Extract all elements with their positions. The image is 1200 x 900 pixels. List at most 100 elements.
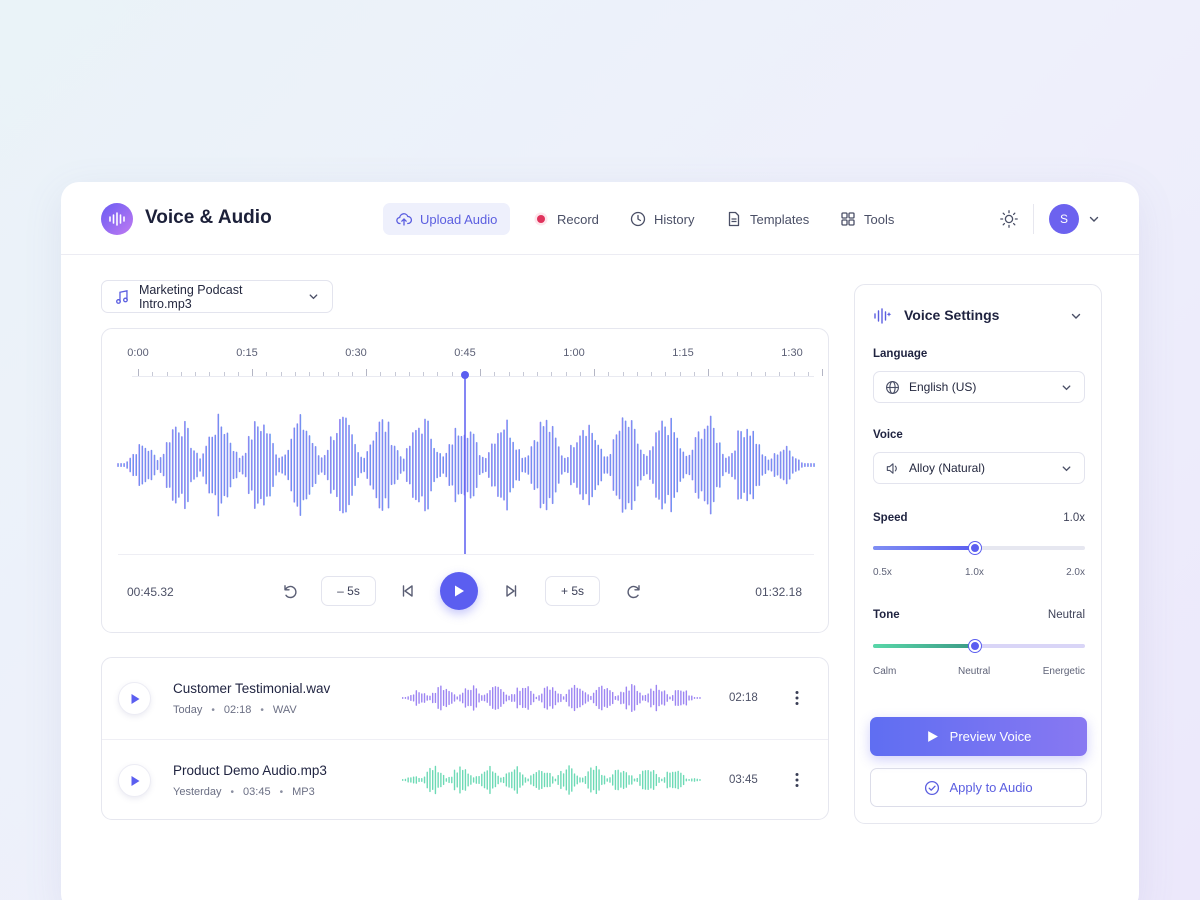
- mini-waveform-bar: [647, 693, 649, 703]
- waveform-bar: [415, 429, 417, 501]
- mini-waveform-bar: [595, 689, 598, 707]
- mini-waveform-bar: [486, 770, 488, 790]
- chevron-down-icon[interactable]: [1087, 212, 1101, 226]
- mini-waveform-bar: [470, 775, 472, 785]
- row-play-button[interactable]: [118, 764, 151, 797]
- mini-waveform-bar: [475, 688, 478, 708]
- forward-5s-button[interactable]: + 5s: [545, 576, 600, 606]
- redo-icon[interactable]: [625, 582, 643, 600]
- voice-value: Alloy (Natural): [909, 461, 986, 475]
- mini-waveform-bar: [691, 695, 693, 701]
- waveform-bar: [430, 438, 432, 492]
- nav-upload-audio[interactable]: Upload Audio: [383, 203, 511, 235]
- waveform-bar: [512, 441, 514, 489]
- voice-select[interactable]: Alloy (Natural): [873, 452, 1085, 484]
- waveform-bar: [567, 456, 569, 474]
- waveform-bar: [636, 443, 639, 487]
- mini-waveform-bar: [682, 774, 685, 786]
- app-title: Voice & Audio: [145, 207, 272, 228]
- mini-waveform-bar: [688, 779, 690, 781]
- more-options-icon[interactable]: [789, 771, 805, 789]
- speed-thumb[interactable]: [968, 542, 981, 554]
- nav-history[interactable]: History: [617, 203, 707, 235]
- mini-waveform-bar: [592, 769, 595, 791]
- more-options-icon[interactable]: [789, 689, 805, 707]
- mini-waveform-bar: [560, 770, 562, 790]
- speed-slider[interactable]: [873, 541, 1085, 555]
- apply-to-audio-button[interactable]: Apply to Audio: [870, 768, 1087, 807]
- mini-waveform-bar: [451, 692, 453, 704]
- ruler-mark: [252, 369, 253, 376]
- ruler-mark: [195, 372, 196, 376]
- waveform-bar: [779, 451, 782, 479]
- mini-waveform-bar: [625, 772, 628, 788]
- waveform-bar: [372, 440, 375, 490]
- mini-waveform-bar: [620, 691, 622, 705]
- language-select[interactable]: English (US): [873, 371, 1085, 403]
- grid-icon: [841, 212, 855, 226]
- timeline-ruler[interactable]: [132, 369, 823, 377]
- ruler-mark: [579, 372, 581, 376]
- timeline-tick-label: 1:30: [781, 347, 803, 359]
- waveform-bar: [332, 439, 335, 491]
- play-button[interactable]: [440, 572, 478, 610]
- file-date: Yesterday: [173, 786, 222, 798]
- skip-back-icon[interactable]: [399, 582, 417, 600]
- mini-waveform-bar: [500, 689, 502, 707]
- waveform-bar: [448, 443, 451, 487]
- rewind-5s-button[interactable]: – 5s: [321, 576, 376, 606]
- nav-record[interactable]: Record: [520, 203, 612, 235]
- mini-waveform-bar: [426, 695, 428, 701]
- ruler-mark: [394, 372, 396, 376]
- nav-tools[interactable]: Tools: [827, 203, 907, 235]
- sun-icon[interactable]: [999, 209, 1019, 229]
- file-meta: Today • 02:18 • WAV: [173, 704, 297, 716]
- list-item[interactable]: Product Demo Audio.mp3 Yesterday • 03:45…: [102, 739, 828, 820]
- mini-waveform-bar: [562, 773, 565, 787]
- mini-waveform-bar: [696, 697, 698, 699]
- mini-waveform-bar: [603, 775, 606, 785]
- row-play-button[interactable]: [118, 682, 151, 715]
- waveform-bar: [740, 430, 742, 500]
- mini-waveform-bar: [560, 693, 562, 703]
- waveform-bar: [606, 456, 609, 474]
- waveform-bar: [439, 452, 441, 478]
- tone-min-label: Calm: [873, 666, 897, 677]
- mini-waveform-bar: [614, 770, 617, 790]
- speed-fill: [873, 546, 975, 550]
- apply-to-audio-label: Apply to Audio: [949, 780, 1033, 795]
- mini-waveform-bar: [497, 775, 499, 785]
- waveform-bar: [229, 442, 232, 488]
- waveform-bar: [694, 436, 697, 494]
- waveform[interactable]: [102, 329, 830, 559]
- waveform-bar: [487, 452, 490, 478]
- playhead-handle[interactable]: [461, 371, 469, 379]
- waveform-bar: [241, 455, 244, 475]
- undo-icon[interactable]: [281, 582, 299, 600]
- file-time: 02:18: [223, 704, 252, 716]
- file-select-dropdown[interactable]: Marketing Podcast Intro.mp3: [101, 280, 333, 313]
- mini-waveform-bar: [672, 771, 674, 789]
- nav-templates[interactable]: Templates: [713, 203, 822, 235]
- skip-forward-icon[interactable]: [502, 582, 520, 600]
- waveform-bar: [703, 428, 706, 502]
- mini-waveform-bar: [404, 778, 407, 782]
- waveform-bar: [539, 421, 542, 509]
- clock-icon: [630, 211, 646, 227]
- preview-voice-button[interactable]: Preview Voice: [870, 717, 1087, 756]
- list-item[interactable]: Customer Testimonial.wav Today • 02:18 •…: [102, 658, 828, 739]
- mini-waveform-bar: [672, 694, 674, 702]
- waveform-bar: [445, 452, 448, 478]
- waveform-bar: [144, 447, 147, 483]
- tone-thumb[interactable]: [968, 640, 981, 652]
- avatar[interactable]: S: [1049, 204, 1079, 234]
- waveform-bar: [250, 439, 253, 491]
- waveform-bar: [506, 419, 508, 511]
- tone-slider[interactable]: [873, 639, 1085, 653]
- waveform-bar: [305, 430, 308, 500]
- waveform-bar: [664, 426, 666, 504]
- chevron-down-icon[interactable]: [1069, 309, 1083, 323]
- music-note-icon: [116, 289, 128, 304]
- waveform-bar: [573, 447, 575, 483]
- waveform-bar: [247, 435, 250, 495]
